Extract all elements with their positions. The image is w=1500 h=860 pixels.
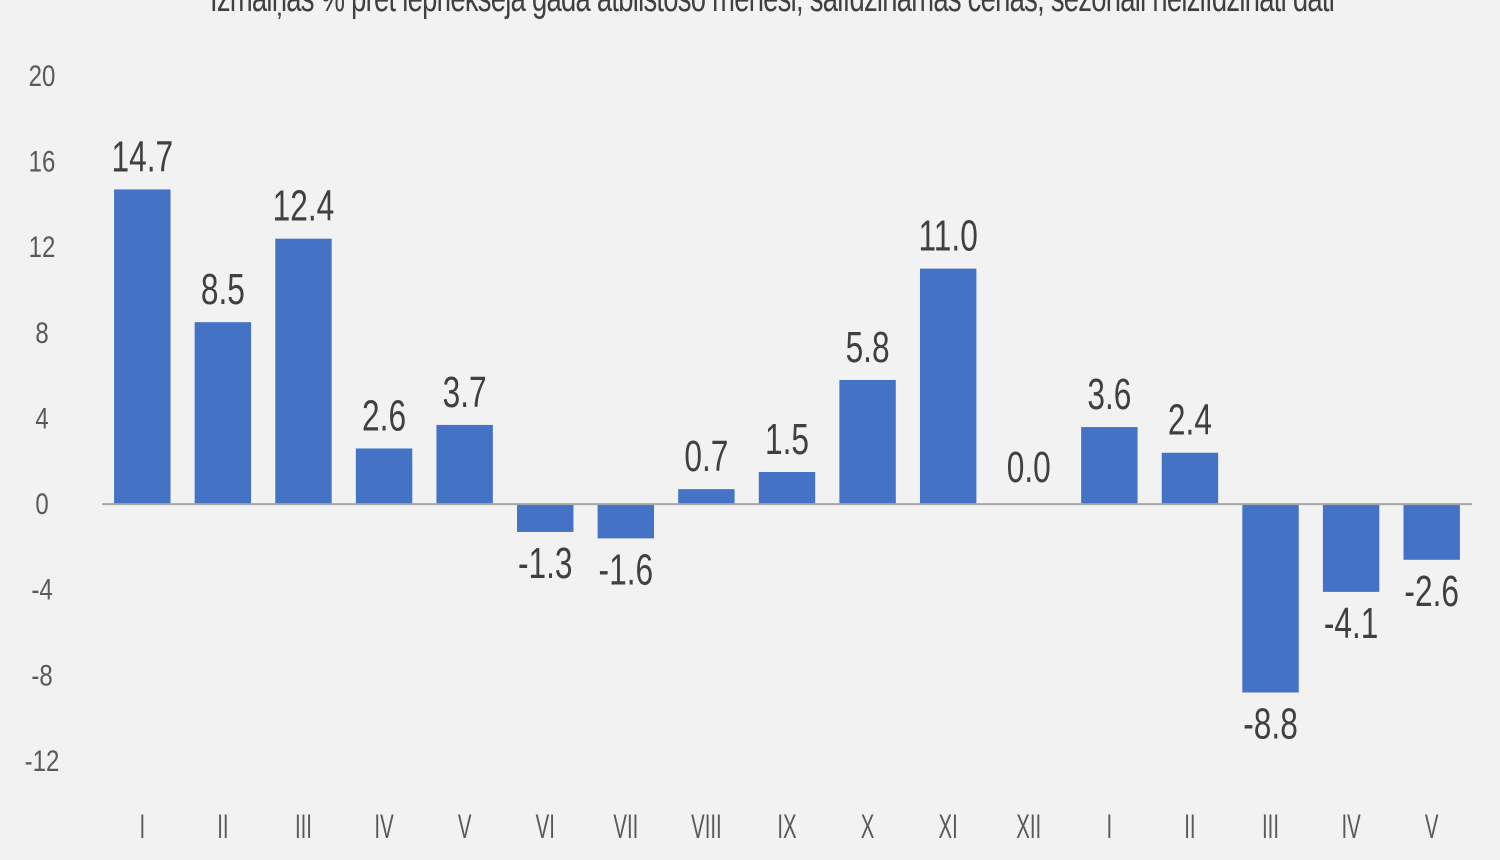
- data-label: 14.7: [111, 132, 173, 181]
- x-category-label: V: [458, 808, 472, 846]
- x-category-label: IV: [1341, 808, 1360, 846]
- data-label: -1.6: [599, 545, 654, 594]
- bar: [597, 504, 655, 539]
- x-category-label: IX: [777, 808, 796, 846]
- y-tick-label: -4: [31, 572, 52, 606]
- bar: [1242, 504, 1299, 693]
- data-label: 3.6: [1087, 370, 1131, 419]
- data-label: 2.6: [362, 391, 406, 440]
- bar: [678, 489, 735, 505]
- y-tick-label: 16: [29, 144, 56, 178]
- bar: [839, 379, 896, 505]
- data-label: 2.4: [1168, 396, 1212, 445]
- bar: [517, 504, 574, 532]
- y-tick-label: 0: [35, 487, 48, 521]
- x-category-label: XI: [939, 808, 958, 846]
- bar: [1161, 452, 1219, 505]
- x-category-label: I: [139, 808, 145, 846]
- bar: [275, 238, 332, 505]
- data-label: 0.7: [684, 432, 728, 481]
- bar: [758, 472, 816, 505]
- y-tick-label: 20: [29, 58, 56, 92]
- x-category-label: III: [1262, 808, 1279, 846]
- bar: [1081, 427, 1138, 505]
- x-category-label: III: [295, 808, 312, 846]
- data-label: -1.3: [518, 539, 573, 588]
- bar: [194, 322, 252, 505]
- bar: [1403, 504, 1460, 560]
- x-category-label: II: [1184, 808, 1195, 846]
- x-category-label: X: [861, 808, 875, 846]
- x-category-label: I: [1107, 808, 1113, 846]
- x-category-label: VI: [536, 808, 555, 846]
- bar: [919, 268, 977, 505]
- bar: [355, 448, 413, 505]
- data-label: 3.7: [443, 368, 487, 417]
- y-tick-label: -12: [25, 743, 60, 777]
- y-tick-label: -8: [31, 658, 52, 692]
- bar: [114, 189, 171, 505]
- chart-title: Izmaiņas % pret iepriekšējā gada atbilst…: [210, 0, 1335, 21]
- x-category-label: VIII: [691, 808, 722, 846]
- data-label: -4.1: [1324, 599, 1379, 648]
- data-label: -8.8: [1243, 699, 1298, 748]
- data-label: 8.5: [201, 265, 245, 314]
- x-category-label: IV: [374, 808, 393, 846]
- x-category-label: V: [1425, 808, 1439, 846]
- y-tick-label: 8: [35, 315, 48, 349]
- bar: [1322, 504, 1380, 592]
- data-label: 5.8: [846, 323, 890, 372]
- data-label: 12.4: [273, 182, 335, 231]
- data-label: 11.0: [919, 212, 978, 261]
- x-category-label: VII: [613, 808, 638, 846]
- x-category-label: II: [217, 808, 228, 846]
- data-label: -2.6: [1404, 567, 1459, 616]
- y-tick-label: 4: [35, 401, 48, 435]
- x-category-label: XII: [1016, 808, 1041, 846]
- data-label: 0.0: [1007, 443, 1051, 492]
- y-tick-label: 12: [29, 230, 56, 264]
- bar: [436, 424, 493, 505]
- data-label: 1.5: [765, 415, 809, 464]
